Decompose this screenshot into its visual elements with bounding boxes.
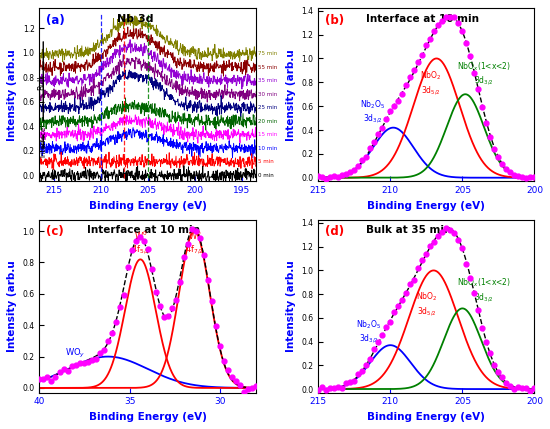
Y-axis label: Intensity (arb.u: Intensity (arb.u: [7, 260, 17, 352]
X-axis label: Binding Energy (eV): Binding Energy (eV): [367, 201, 485, 211]
Text: NbO$_x$(1<x<2)
3d$_{3/2}$: NbO$_x$(1<x<2) 3d$_{3/2}$: [457, 277, 511, 304]
Text: Bulk at 35 min: Bulk at 35 min: [366, 225, 451, 235]
Text: Interface: Interface: [41, 126, 47, 157]
Text: (d): (d): [325, 225, 344, 238]
Text: 25 min: 25 min: [258, 105, 278, 110]
Text: Nb 3d: Nb 3d: [117, 14, 154, 24]
Text: 5 min: 5 min: [258, 159, 274, 164]
Text: 55 min: 55 min: [258, 65, 278, 70]
Y-axis label: Intensity (arb.u: Intensity (arb.u: [286, 260, 296, 352]
Text: 10 min: 10 min: [258, 146, 278, 151]
Text: (a): (a): [46, 14, 65, 27]
Text: W$^0$
4f$_{5/2}$: W$^0$ 4f$_{5/2}$: [131, 229, 150, 256]
X-axis label: Binding Energy (eV): Binding Energy (eV): [367, 412, 485, 422]
Text: WO$_y$: WO$_y$: [65, 347, 86, 360]
Text: Nb$_2$O$_5$
3d$_{3/2}$: Nb$_2$O$_5$ 3d$_{3/2}$: [360, 98, 386, 125]
Y-axis label: Intensity (arb.u: Intensity (arb.u: [286, 49, 296, 141]
Text: NbO$_2$
3d$_{5/2}$: NbO$_2$ 3d$_{5/2}$: [416, 291, 437, 318]
Text: Interface at 10 min: Interface at 10 min: [366, 14, 479, 24]
Text: Interface at 10 min: Interface at 10 min: [87, 225, 200, 235]
Text: (b): (b): [325, 14, 344, 27]
Text: 30 min: 30 min: [258, 92, 278, 97]
Text: W$^0$
4f$_{7/2}$: W$^0$ 4f$_{7/2}$: [185, 229, 204, 256]
Text: 35 min: 35 min: [258, 78, 278, 83]
Text: (c): (c): [46, 225, 64, 238]
Text: 0 min: 0 min: [258, 172, 274, 178]
X-axis label: Binding Energy (eV): Binding Energy (eV): [89, 201, 206, 211]
X-axis label: Binding Energy (eV): Binding Energy (eV): [89, 412, 206, 422]
Text: NbO$_x$(1<x<2)
3d$_{3/2}$: NbO$_x$(1<x<2) 3d$_{3/2}$: [457, 60, 511, 87]
Y-axis label: Intensity (arb.u: Intensity (arb.u: [7, 49, 17, 141]
Text: Bulk: Bulk: [37, 73, 47, 90]
Text: 15 min: 15 min: [258, 132, 278, 137]
Text: 20 min: 20 min: [258, 119, 278, 124]
Text: Nb$_2$O$_5$
3d$_{3/2}$: Nb$_2$O$_5$ 3d$_{3/2}$: [356, 318, 381, 345]
Text: NbO$_2$
3d$_{5/2}$: NbO$_2$ 3d$_{5/2}$: [420, 69, 442, 97]
Text: 75 min: 75 min: [258, 51, 278, 56]
